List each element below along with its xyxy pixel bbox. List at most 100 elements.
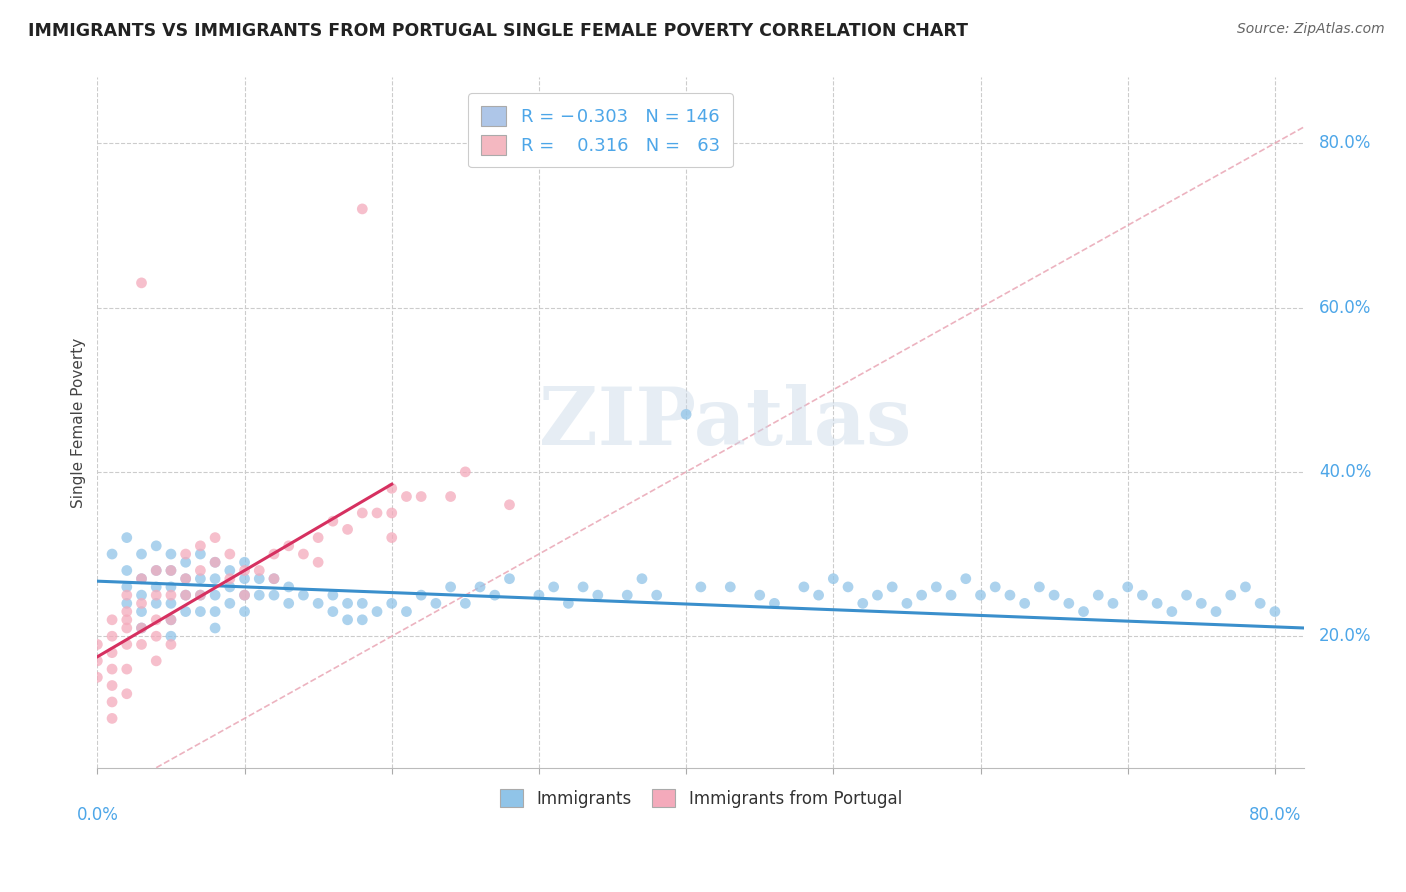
Point — [115, 531, 138, 545]
Text: ZIPatlas: ZIPatlas — [538, 384, 911, 461]
Point — [1249, 596, 1271, 610]
Point — [190, 539, 212, 553]
Point — [101, 646, 124, 660]
Point — [160, 588, 183, 602]
Point — [204, 621, 226, 635]
Point — [204, 531, 226, 545]
Point — [145, 629, 167, 643]
Point — [218, 572, 240, 586]
Point — [984, 580, 1007, 594]
Point — [586, 588, 609, 602]
Point — [1189, 596, 1212, 610]
Point — [631, 572, 654, 586]
Point — [131, 621, 153, 635]
Point — [101, 629, 124, 643]
Point — [395, 605, 418, 619]
Point — [204, 588, 226, 602]
Point — [160, 613, 183, 627]
Point — [174, 588, 197, 602]
Point — [263, 588, 285, 602]
Point — [454, 465, 477, 479]
Point — [807, 588, 830, 602]
Point — [1160, 605, 1182, 619]
Point — [218, 596, 240, 610]
Point — [484, 588, 506, 602]
Text: 20.0%: 20.0% — [1319, 627, 1371, 645]
Point — [190, 605, 212, 619]
Point — [263, 572, 285, 586]
Point — [1146, 596, 1168, 610]
Point — [292, 547, 315, 561]
Point — [174, 572, 197, 586]
Point — [352, 613, 374, 627]
Point — [1043, 588, 1066, 602]
Point — [292, 588, 315, 602]
Point — [439, 580, 461, 594]
Point — [439, 490, 461, 504]
Point — [233, 572, 256, 586]
Point — [86, 654, 108, 668]
Point — [131, 588, 153, 602]
Text: 80.0%: 80.0% — [1249, 805, 1301, 823]
Point — [131, 572, 153, 586]
Point — [1057, 596, 1080, 610]
Point — [145, 564, 167, 578]
Point — [160, 564, 183, 578]
Point — [675, 408, 697, 422]
Point — [131, 637, 153, 651]
Point — [1219, 588, 1241, 602]
Point — [233, 588, 256, 602]
Point — [616, 588, 638, 602]
Point — [1264, 605, 1286, 619]
Point — [307, 596, 329, 610]
Point — [277, 580, 299, 594]
Point — [307, 531, 329, 545]
Point — [233, 605, 256, 619]
Point — [115, 588, 138, 602]
Point — [86, 670, 108, 684]
Point — [233, 564, 256, 578]
Point — [277, 539, 299, 553]
Point — [247, 572, 270, 586]
Point — [218, 564, 240, 578]
Point — [823, 572, 845, 586]
Point — [572, 580, 595, 594]
Point — [115, 564, 138, 578]
Point — [322, 514, 344, 528]
Point — [115, 637, 138, 651]
Point — [204, 605, 226, 619]
Point — [1102, 596, 1125, 610]
Point — [1132, 588, 1154, 602]
Point — [115, 580, 138, 594]
Point — [115, 613, 138, 627]
Text: Source: ZipAtlas.com: Source: ZipAtlas.com — [1237, 22, 1385, 37]
Point — [160, 564, 183, 578]
Point — [411, 490, 433, 504]
Point — [336, 522, 359, 536]
Point — [955, 572, 977, 586]
Point — [204, 572, 226, 586]
Point — [160, 613, 183, 627]
Point — [160, 637, 183, 651]
Point — [160, 629, 183, 643]
Point — [910, 588, 932, 602]
Point — [381, 506, 404, 520]
Point — [131, 276, 153, 290]
Point — [336, 613, 359, 627]
Y-axis label: Single Female Poverty: Single Female Poverty — [72, 337, 86, 508]
Point — [381, 596, 404, 610]
Text: 40.0%: 40.0% — [1319, 463, 1371, 481]
Point — [218, 580, 240, 594]
Point — [352, 506, 374, 520]
Point — [86, 637, 108, 651]
Point — [131, 572, 153, 586]
Point — [689, 580, 711, 594]
Point — [322, 605, 344, 619]
Point — [131, 547, 153, 561]
Point — [998, 588, 1021, 602]
Point — [145, 539, 167, 553]
Point — [204, 555, 226, 569]
Point — [247, 564, 270, 578]
Point — [395, 490, 418, 504]
Point — [939, 588, 962, 602]
